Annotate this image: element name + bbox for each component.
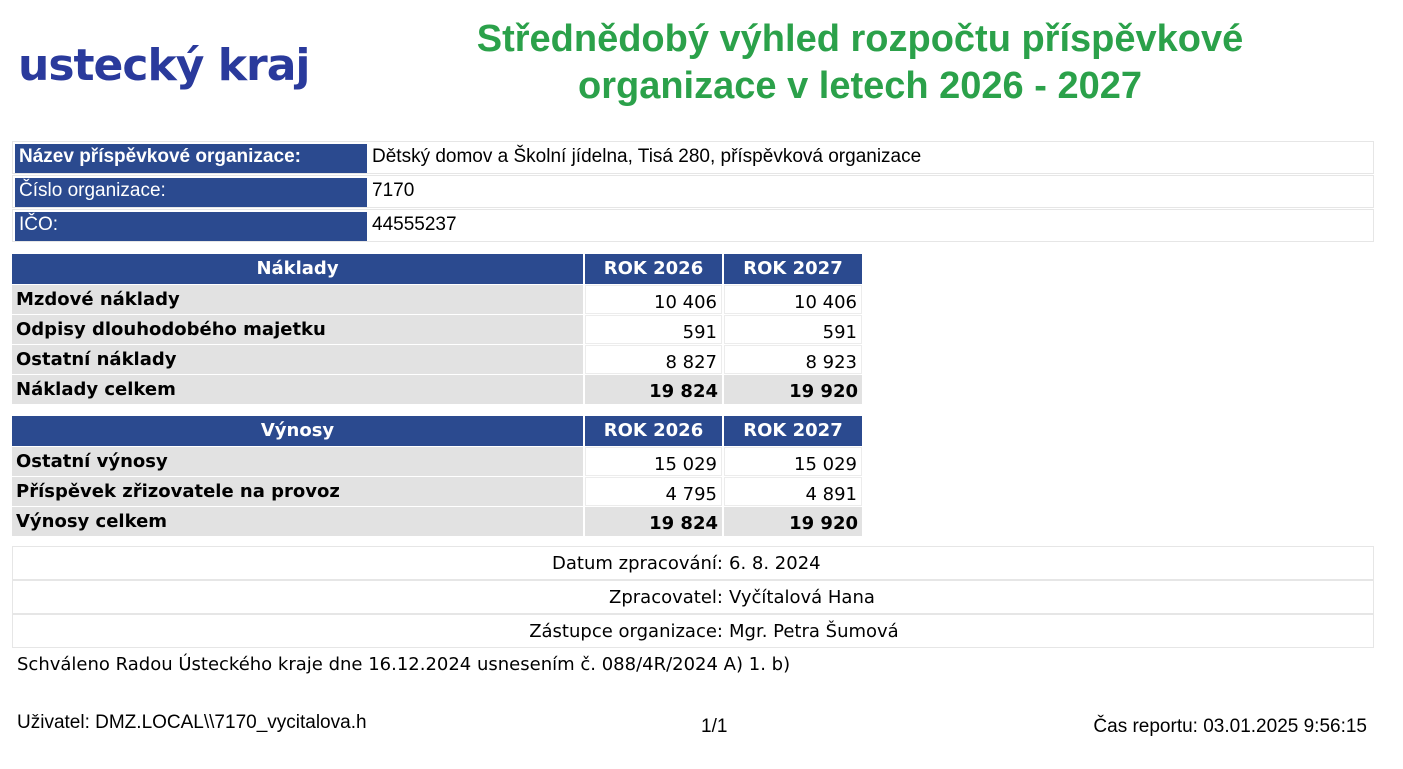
vynosy-total-label: Výnosy celkem bbox=[12, 507, 583, 536]
meta-value-representative: Mgr. Petra Šumová bbox=[729, 621, 899, 642]
org-label-name: Název příspěvkové organizace: bbox=[15, 144, 367, 173]
footer-report-time: Čas reportu: 03.01.2025 9:56:15 bbox=[1093, 716, 1367, 737]
footer-user: Uživatel: DMZ.LOCAL\\7170_vycitalova.h bbox=[17, 712, 367, 733]
page-title: Střednědobý výhled rozpočtu příspěvkové … bbox=[476, 18, 1244, 107]
vynosy-row-label: Ostatní výnosy bbox=[12, 447, 583, 476]
meta-row-date: Datum zpracování: 6. 8. 2024 bbox=[12, 546, 1374, 580]
vynosy-row-value-2027: 4 891 bbox=[724, 477, 862, 506]
meta-label-processor: Zpracovatel: bbox=[609, 587, 723, 608]
org-row-number: Číslo organizace: 7170 bbox=[12, 175, 1374, 208]
naklady-row-value-2026: 591 bbox=[585, 315, 722, 344]
org-row-ico: IČO: 44555237 bbox=[12, 209, 1374, 242]
naklady-row-value-2027: 8 923 bbox=[724, 345, 862, 374]
naklady-row-value-2026: 10 406 bbox=[585, 285, 722, 314]
naklady-col-2026: ROK 2026 bbox=[585, 254, 722, 284]
logo-ustecky-kraj: ustecký kraj bbox=[18, 40, 310, 91]
vynosy-total-2026: 19 824 bbox=[585, 507, 722, 536]
vynosy-row-value-2027: 15 029 bbox=[724, 447, 862, 476]
meta-value-date: 6. 8. 2024 bbox=[729, 553, 821, 574]
footer-page-number: 1/1 bbox=[701, 716, 728, 737]
org-value-name: Dětský domov a Školní jídelna, Tisá 280,… bbox=[372, 146, 922, 167]
org-label-number: Číslo organizace: bbox=[15, 178, 367, 207]
naklady-total-2027: 19 920 bbox=[724, 375, 862, 404]
naklady-total-label: Náklady celkem bbox=[12, 375, 583, 404]
naklady-col-2027: ROK 2027 bbox=[724, 254, 862, 284]
naklady-row-value-2027: 591 bbox=[724, 315, 862, 344]
naklady-row-label: Mzdové náklady bbox=[12, 285, 583, 314]
approval-note: Schváleno Radou Ústeckého kraje dne 16.1… bbox=[17, 654, 791, 675]
vynosy-col-2027: ROK 2027 bbox=[724, 416, 862, 446]
vynosy-total-2027: 19 920 bbox=[724, 507, 862, 536]
org-label-ico: IČO: bbox=[15, 212, 367, 241]
meta-value-processor: Vyčítalová Hana bbox=[729, 587, 875, 608]
naklady-row-label: Odpisy dlouhodobého majetku bbox=[12, 315, 583, 344]
org-value-ico: 44555237 bbox=[372, 214, 457, 235]
meta-label-representative: Zástupce organizace: bbox=[529, 621, 723, 642]
vynosy-row-value-2026: 15 029 bbox=[585, 447, 722, 476]
meta-label-date: Datum zpracování: bbox=[552, 553, 723, 574]
org-row-name: Název příspěvkové organizace: Dětský dom… bbox=[12, 141, 1374, 174]
vynosy-row-label: Příspěvek zřizovatele na provoz bbox=[12, 477, 583, 506]
meta-row-processor: Zpracovatel: Vyčítalová Hana bbox=[12, 580, 1374, 614]
org-value-number: 7170 bbox=[372, 180, 415, 201]
naklady-row-label: Ostatní náklady bbox=[12, 345, 583, 374]
vynosy-row-value-2026: 4 795 bbox=[585, 477, 722, 506]
vynosy-col-2026: ROK 2026 bbox=[585, 416, 722, 446]
naklady-header: Náklady bbox=[12, 254, 583, 284]
meta-row-representative: Zástupce organizace: Mgr. Petra Šumová bbox=[12, 614, 1374, 648]
vynosy-header: Výnosy bbox=[12, 416, 583, 446]
naklady-row-value-2027: 10 406 bbox=[724, 285, 862, 314]
naklady-row-value-2026: 8 827 bbox=[585, 345, 722, 374]
naklady-total-2026: 19 824 bbox=[585, 375, 722, 404]
